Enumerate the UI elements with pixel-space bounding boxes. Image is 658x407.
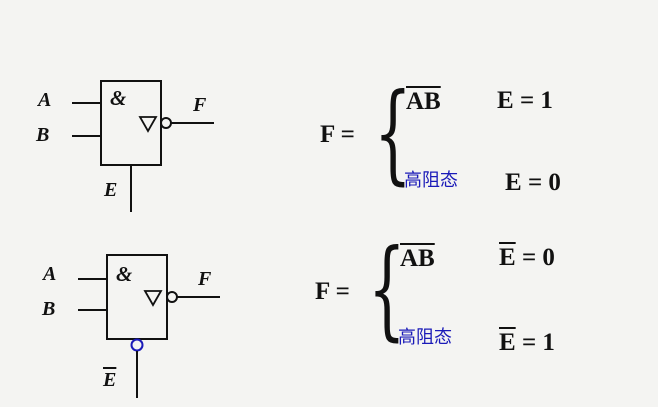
formula2-lhs: F = [315,278,350,305]
gate1-label-e: E [104,179,118,201]
formula1-case1-cond-val: = 1 [513,87,553,114]
gate1-tristate-nand [72,80,214,212]
formula1-case2-cond-var: E [505,169,522,196]
gate2-label-a: A [43,263,57,285]
formula2-case2-expr: 高阻态 [398,327,452,348]
gate1-tristate-triangle-icon [138,116,158,133]
gate2-and-symbol: & [116,262,133,286]
gate1-label-b: B [36,124,50,146]
gate2-label-b: B [42,298,56,320]
formula2-case2-cond-val: = 1 [515,329,555,356]
formula2-brace: { [368,227,406,352]
formula1-case2-cond: E = 0 [505,170,561,195]
formula1-case2-expr: 高阻态 [404,170,458,191]
formula1-case1-cond: E = 1 [497,88,553,113]
formula1-case1-cond-var: E [497,87,514,114]
formula2-case2-cond-var: E [499,329,516,356]
gate1-and-symbol: & [110,86,127,110]
gate2-tristate-nand [78,254,220,398]
gate2-enable-bubble [130,338,144,352]
gate1-label-a: A [38,89,52,111]
gate1-label-f: F [193,94,207,116]
gate2-output-bubble [166,291,178,303]
formula2-case1-cond: E = 0 [499,245,555,270]
formula1-lhs: F = [320,121,355,148]
formula1-brace: { [374,71,412,196]
formula2-case1-cond-val: = 0 [515,244,555,271]
gate1-output-bubble [160,117,172,129]
formula2-case1-expr: AB [400,245,435,272]
formula2-case2-cond: E = 1 [499,330,555,355]
formula2-case1-cond-var: E [499,244,516,271]
formula1-case1-expr: AB [406,88,441,115]
gate2-label-f: F [198,268,212,290]
gate2-label-e-bar: E [103,369,117,391]
formula1-case2-cond-val: = 0 [521,169,561,196]
gate2-tristate-triangle-icon [143,290,163,307]
